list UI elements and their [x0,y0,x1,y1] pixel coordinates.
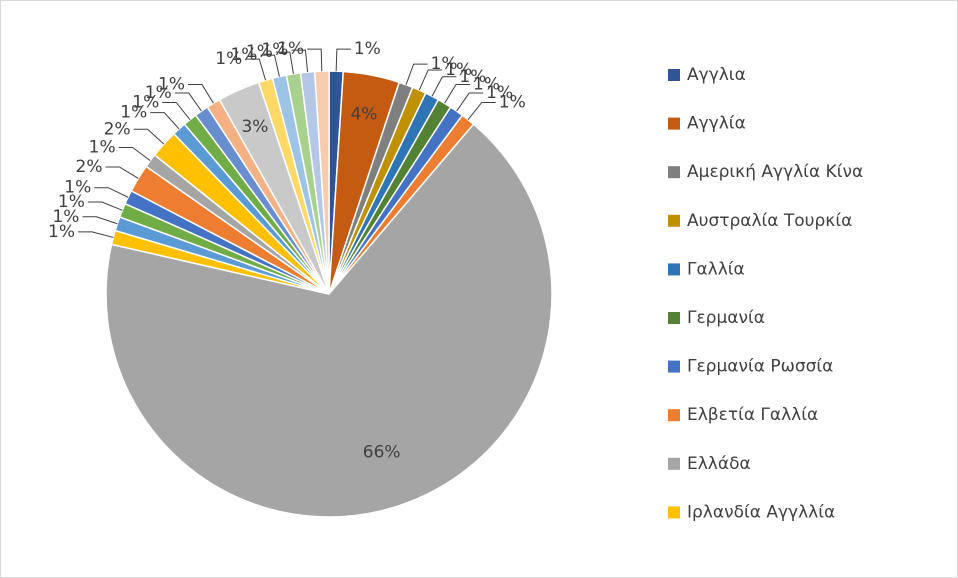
legend-swatch [668,360,680,373]
legend-swatch [668,69,680,81]
legend-swatch [668,409,680,422]
legend-label: Αμερική Αγγλία Κίνα [687,162,863,182]
legend-label: Ελβετία Γαλλία [687,405,818,425]
data-label: 1% [499,92,526,112]
data-label: 1% [52,207,79,227]
data-label: 1% [145,83,172,103]
data-label: 1% [215,49,242,69]
leader-line [444,83,471,104]
legend-label: Αυστραλία Τουρκία [687,211,852,231]
data-label: 1% [89,137,116,157]
legend-label: Ελλάδα [687,454,751,474]
data-label: 1% [473,74,500,94]
data-label: 1% [132,92,159,112]
legend-label: Γαλλία [687,259,745,279]
leader-line [78,231,114,238]
leader-line [162,101,191,120]
data-label: 1% [230,45,257,65]
data-label: 1% [354,39,381,59]
leader-line [405,63,428,85]
data-label: 2% [76,157,103,177]
legend-label: Αγγλία [687,114,746,134]
leader-line [187,83,214,104]
data-label: 1% [486,83,513,103]
legend-label: Γερμανία [687,308,765,328]
legend-swatch [668,117,680,130]
pie-slice [313,70,330,295]
data-label: 3% [241,117,268,137]
data-label: 1% [158,74,185,94]
leader-line [418,69,443,91]
leader-line [260,54,280,77]
leader-line [87,201,123,211]
leader-line [291,49,309,73]
data-label: 1% [64,178,91,198]
leader-line [275,51,294,74]
legend-swatch [668,166,680,179]
data-label: 1% [459,67,486,87]
data-label: 1% [48,222,75,242]
data-label: 1% [261,40,288,60]
data-label: 1% [120,103,147,123]
data-label: 1% [58,192,85,212]
legend-swatch [668,312,680,324]
leader-line [174,92,202,112]
leader-line [456,92,484,112]
legend-swatch [668,506,680,519]
leader-line [82,216,118,225]
data-label: 66% [363,443,401,463]
legend-swatch [668,457,680,470]
legend-swatch [668,214,680,227]
legend-label: Αγγλια [687,65,746,85]
leader-line [133,128,165,145]
leader-line [118,146,151,162]
leader-line [335,48,351,72]
legend-label: Ιρλανδία Αγγλλία [687,502,835,522]
data-label: 4% [350,105,377,125]
leader-line [105,166,139,179]
leader-line [94,187,129,198]
legend-label: Γερμανία Ρωσσία [687,357,833,377]
data-label: 2% [104,119,131,139]
pie-slice [105,123,553,518]
leader-line [467,101,496,120]
data-label: 1% [445,60,472,80]
leader-line [245,58,267,81]
legend-swatch [668,263,680,276]
data-label: 1% [246,42,273,62]
leader-line [431,76,457,97]
leader-line [307,48,323,72]
data-label: 1% [277,39,304,59]
data-label: 1% [431,54,458,74]
leader-line [150,112,180,130]
